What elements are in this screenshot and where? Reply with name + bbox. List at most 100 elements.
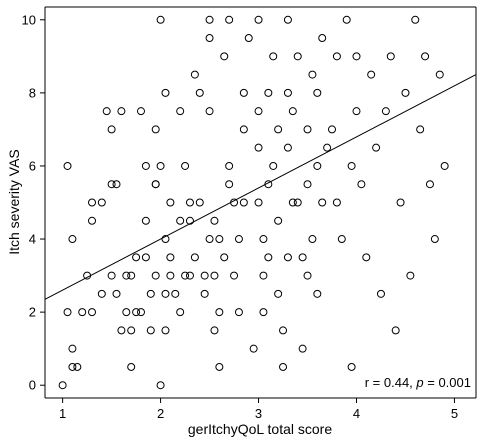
data-point bbox=[430, 235, 439, 244]
data-point bbox=[112, 289, 121, 298]
data-point bbox=[264, 253, 273, 262]
data-point bbox=[117, 326, 126, 335]
data-point bbox=[63, 161, 72, 170]
data-point bbox=[239, 88, 248, 97]
data-point bbox=[332, 52, 341, 61]
data-point bbox=[381, 107, 390, 116]
data-point bbox=[254, 107, 263, 116]
data-point bbox=[122, 308, 131, 317]
data-point bbox=[190, 253, 199, 262]
data-point bbox=[97, 289, 106, 298]
data-point bbox=[288, 107, 297, 116]
data-point bbox=[411, 15, 420, 24]
data-point bbox=[132, 308, 141, 317]
data-point bbox=[141, 161, 150, 170]
data-point bbox=[107, 125, 116, 134]
data-point bbox=[185, 198, 194, 207]
data-point bbox=[254, 143, 263, 152]
data-point bbox=[337, 235, 346, 244]
data-point bbox=[357, 180, 366, 189]
data-point bbox=[342, 15, 351, 24]
data-point bbox=[136, 308, 145, 317]
data-point bbox=[127, 326, 136, 335]
data-point bbox=[215, 308, 224, 317]
correlation-p-text: = 0.001 bbox=[424, 375, 471, 390]
data-point bbox=[88, 216, 97, 225]
y-axis-ticks: 0 2 4 6 8 10 bbox=[22, 12, 45, 393]
data-point bbox=[68, 235, 77, 244]
data-point bbox=[406, 271, 415, 280]
data-point bbox=[176, 308, 185, 317]
correlation-p-symbol: p bbox=[415, 375, 423, 390]
data-point bbox=[313, 88, 322, 97]
data-point bbox=[68, 362, 77, 371]
data-point bbox=[298, 344, 307, 353]
data-point bbox=[102, 107, 111, 116]
data-point bbox=[205, 15, 214, 24]
data-point bbox=[122, 271, 131, 280]
data-point bbox=[274, 216, 283, 225]
data-point bbox=[161, 326, 170, 335]
data-point bbox=[220, 253, 229, 262]
data-point bbox=[112, 180, 121, 189]
x-tick-label: 3 bbox=[255, 406, 262, 421]
data-point bbox=[396, 198, 405, 207]
data-point bbox=[68, 344, 77, 353]
data-point bbox=[259, 308, 268, 317]
data-point bbox=[63, 308, 72, 317]
data-point bbox=[401, 88, 410, 97]
data-point bbox=[176, 107, 185, 116]
data-point bbox=[298, 253, 307, 262]
data-point bbox=[303, 271, 312, 280]
data-point bbox=[176, 216, 185, 225]
data-point bbox=[205, 107, 214, 116]
data-point bbox=[181, 271, 190, 280]
data-point bbox=[185, 271, 194, 280]
data-point bbox=[107, 180, 116, 189]
data-point bbox=[269, 161, 278, 170]
data-point bbox=[127, 362, 136, 371]
data-point bbox=[225, 15, 234, 24]
data-point bbox=[166, 253, 175, 262]
data-point bbox=[318, 198, 327, 207]
data-point bbox=[205, 34, 214, 43]
data-point bbox=[254, 15, 263, 24]
data-point bbox=[313, 289, 322, 298]
data-point bbox=[97, 198, 106, 207]
data-point bbox=[225, 180, 234, 189]
data-point bbox=[440, 161, 449, 170]
data-point bbox=[200, 271, 209, 280]
data-point bbox=[259, 235, 268, 244]
data-point bbox=[279, 326, 288, 335]
y-tick-label: 8 bbox=[29, 85, 36, 100]
y-tick-label: 2 bbox=[29, 305, 36, 320]
data-point bbox=[332, 198, 341, 207]
data-point bbox=[166, 198, 175, 207]
data-point bbox=[58, 381, 67, 390]
y-tick-label: 4 bbox=[29, 232, 36, 247]
data-point bbox=[234, 235, 243, 244]
data-point bbox=[293, 52, 302, 61]
correlation-annotation: r = 0.44, p = 0.001 bbox=[365, 375, 471, 390]
data-point bbox=[386, 52, 395, 61]
data-point bbox=[73, 362, 82, 371]
data-point bbox=[293, 198, 302, 207]
data-point bbox=[88, 198, 97, 207]
data-point bbox=[78, 308, 87, 317]
data-point bbox=[181, 161, 190, 170]
x-tick-label: 5 bbox=[451, 406, 458, 421]
data-point bbox=[151, 125, 160, 134]
regression-line bbox=[44, 74, 477, 300]
data-point bbox=[156, 381, 165, 390]
data-point bbox=[283, 143, 292, 152]
data-point bbox=[308, 70, 317, 79]
data-point bbox=[127, 271, 136, 280]
data-point bbox=[161, 289, 170, 298]
data-point bbox=[136, 107, 145, 116]
data-point bbox=[190, 70, 199, 79]
data-point bbox=[425, 180, 434, 189]
data-point bbox=[362, 253, 371, 262]
data-point bbox=[421, 52, 430, 61]
data-point bbox=[269, 52, 278, 61]
